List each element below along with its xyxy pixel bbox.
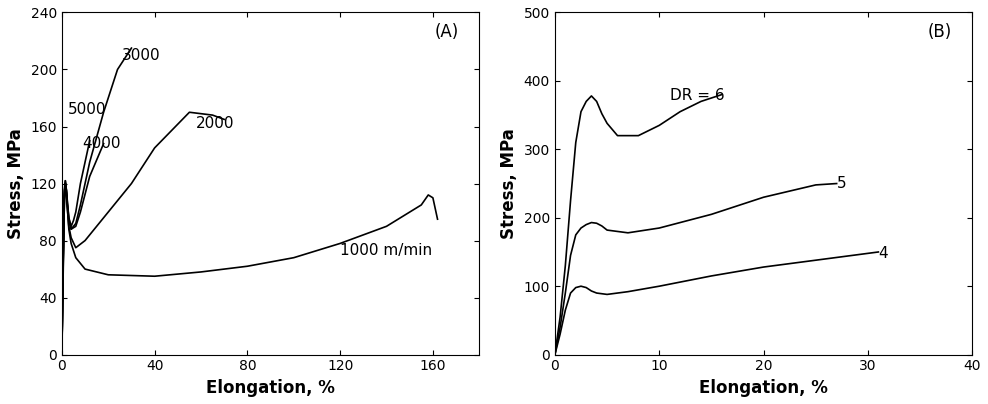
X-axis label: Elongation, %: Elongation, % xyxy=(206,379,335,397)
Text: 5000: 5000 xyxy=(67,102,106,117)
Text: DR = 6: DR = 6 xyxy=(670,88,724,103)
Y-axis label: Stress, MPa: Stress, MPa xyxy=(7,128,25,239)
Text: (A): (A) xyxy=(434,23,458,41)
Text: 4: 4 xyxy=(878,246,888,261)
Text: (B): (B) xyxy=(927,23,951,41)
Y-axis label: Stress, MPa: Stress, MPa xyxy=(500,128,518,239)
Text: 3000: 3000 xyxy=(123,48,161,63)
Text: 5: 5 xyxy=(837,176,847,191)
Text: 1000 m/min: 1000 m/min xyxy=(340,243,433,258)
Text: 4000: 4000 xyxy=(83,136,122,151)
Text: 2000: 2000 xyxy=(197,116,235,131)
X-axis label: Elongation, %: Elongation, % xyxy=(700,379,828,397)
